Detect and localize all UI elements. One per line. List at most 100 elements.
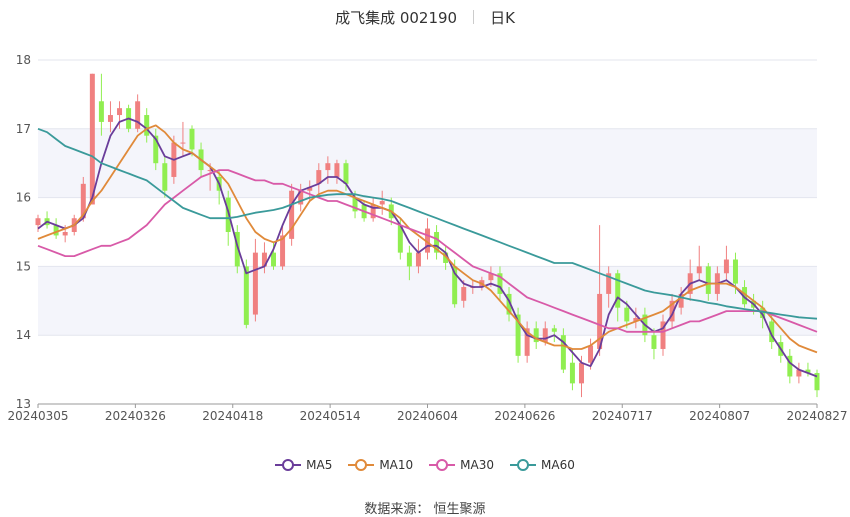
candle-body (588, 345, 594, 363)
data-source: 数据来源： 恒生聚源 (364, 502, 486, 517)
candle-body (80, 183, 86, 219)
grid-band (38, 266, 817, 336)
candle-body (497, 273, 503, 294)
candle-body (271, 252, 277, 267)
candle-body (62, 232, 68, 236)
chart-header: 成飞集成 002190 日K (0, 6, 850, 28)
ma-line-ma60 (37, 127, 818, 320)
candle-body (787, 355, 793, 377)
candle-body (732, 259, 738, 284)
candle-body (289, 190, 295, 239)
candle-body (705, 266, 711, 294)
candle-body (298, 190, 304, 205)
legend-marker-icon (429, 459, 456, 471)
candle-body (624, 307, 630, 322)
candle-body (651, 335, 657, 349)
candle-body (425, 228, 430, 253)
x-tick-label: 20240514 (300, 409, 361, 423)
legend-item-ma10[interactable]: MA10 (348, 458, 413, 472)
candle-body (742, 287, 748, 305)
ma-line-ma5 (37, 117, 818, 378)
y-tick-label: 15 (16, 259, 31, 273)
candlestick-chart: 13 14 15 16 17 18 20240305 20240326 20240418 2024… (7, 53, 847, 423)
legend-marker-icon (275, 459, 302, 471)
candle-body (615, 273, 621, 308)
candle-body (53, 225, 59, 236)
candle-body (98, 101, 104, 122)
candle-body (352, 197, 358, 212)
candle-body (606, 273, 612, 294)
x-tick-label: 20240807 (689, 409, 750, 423)
candle-body (696, 266, 702, 274)
candle-body (760, 307, 766, 318)
candle-body (207, 170, 213, 172)
candle-body (325, 163, 331, 171)
candle-body (723, 259, 729, 274)
y-tick-label: 18 (16, 53, 31, 67)
candle-body (443, 252, 449, 263)
y-tick-label: 17 (16, 122, 31, 136)
candle-body (252, 252, 258, 315)
candle-body (180, 142, 186, 144)
candle-body (153, 135, 159, 164)
candle-body (578, 362, 584, 384)
candle-body (261, 252, 267, 267)
candle-body (406, 252, 412, 267)
legend-marker-icon (510, 459, 537, 471)
candle-body (243, 266, 249, 325)
candle-body (560, 335, 566, 370)
candle-body (461, 287, 467, 301)
x-tick-label: 20240418 (202, 409, 263, 423)
candle-body (343, 163, 349, 184)
candle-body (796, 369, 802, 377)
candle-body (89, 73, 95, 205)
candle-body (533, 328, 539, 343)
ma-line-ma10 (37, 124, 818, 354)
candle-body (135, 101, 141, 129)
x-tick-label: 20240827 (786, 409, 847, 423)
y-tick-label: 16 (16, 191, 31, 205)
candle-body (524, 328, 530, 356)
title-separator (473, 10, 475, 24)
legend-marker-icon (348, 459, 375, 471)
candle-body (678, 293, 684, 308)
candle-body (370, 204, 376, 219)
legend-item-ma60[interactable]: MA60 (510, 458, 575, 472)
candle-body (569, 362, 575, 384)
legend-label: MA60 (541, 458, 575, 472)
candle-body (769, 321, 775, 343)
candle-body (452, 266, 458, 305)
candle-body (234, 232, 240, 267)
candle-body (814, 373, 820, 391)
candle-body (434, 232, 440, 253)
x-tick-label: 20240326 (105, 409, 166, 423)
candle-body (107, 115, 113, 122)
legend-label: MA5 (306, 458, 333, 472)
candle-body (334, 163, 340, 177)
candle-body (669, 300, 675, 322)
candle-body (144, 115, 150, 136)
candle-body (35, 218, 41, 226)
legend-item-ma30[interactable]: MA30 (429, 458, 494, 472)
x-tick-label: 20240717 (592, 409, 653, 423)
candle-body (379, 201, 385, 205)
y-tick-label: 14 (16, 328, 31, 342)
period-label[interactable]: 日K (490, 8, 515, 27)
candle-body (551, 328, 557, 332)
candle-body (316, 170, 322, 184)
chart-title: 成飞集成 002190 (335, 8, 458, 27)
candle-body (415, 252, 421, 267)
candle-body (397, 225, 403, 253)
candle-body (488, 273, 494, 281)
candle-body (805, 369, 811, 374)
legend-label: MA10 (379, 458, 414, 472)
chart-legend: MA5 MA10 MA30 MA60 (0, 458, 850, 472)
y-tick-label: 13 (16, 397, 31, 411)
x-tick-label: 20240626 (494, 409, 555, 423)
candle-body (633, 318, 639, 322)
legend-item-ma5[interactable]: MA5 (275, 458, 332, 472)
candle-body (515, 314, 521, 356)
candle-body (660, 321, 666, 349)
grid-band (38, 128, 817, 198)
legend-label: MA30 (460, 458, 495, 472)
